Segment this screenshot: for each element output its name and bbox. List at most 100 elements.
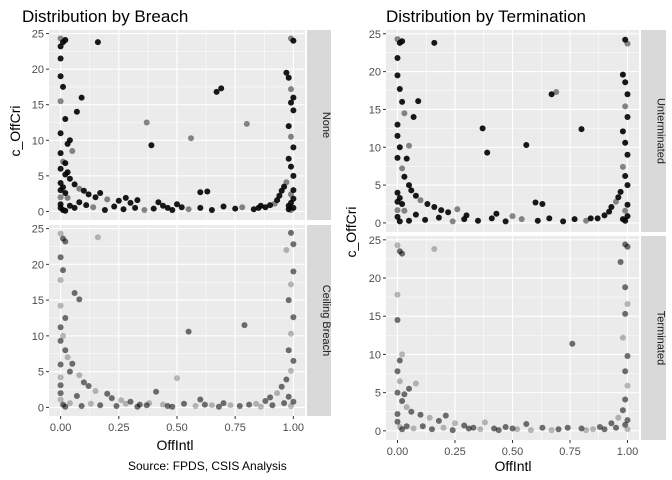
facet-strip-label: Ceiling Breach bbox=[320, 285, 332, 357]
facet-strip-label: Unterminated bbox=[655, 98, 667, 164]
data-point bbox=[71, 181, 78, 188]
data-point bbox=[262, 398, 269, 404]
data-point bbox=[283, 247, 290, 253]
data-point bbox=[424, 201, 431, 207]
data-point bbox=[62, 238, 69, 245]
data-point bbox=[399, 165, 406, 172]
data-point bbox=[104, 390, 111, 397]
x-tick-label: 0.75 bbox=[224, 422, 245, 434]
data-point bbox=[622, 36, 629, 43]
data-point bbox=[178, 204, 185, 211]
data-point bbox=[76, 296, 83, 303]
data-point bbox=[78, 94, 85, 101]
data-point bbox=[484, 149, 491, 156]
y-tick-label: 20 bbox=[369, 67, 381, 79]
data-point bbox=[601, 212, 608, 219]
data-point bbox=[143, 402, 150, 409]
y-tick-label: 20 bbox=[32, 64, 44, 76]
data-point bbox=[87, 400, 94, 407]
data-point bbox=[442, 412, 449, 419]
data-point bbox=[197, 396, 204, 403]
data-point bbox=[546, 215, 553, 222]
breach-y-axis-title: c_OffCri bbox=[7, 105, 23, 156]
data-point bbox=[285, 347, 292, 354]
x-tick-label: 0.25 bbox=[108, 422, 129, 434]
data-point bbox=[94, 39, 101, 46]
data-point bbox=[60, 83, 66, 90]
data-point bbox=[122, 194, 129, 201]
data-point bbox=[394, 368, 401, 375]
data-point bbox=[80, 187, 87, 194]
data-point bbox=[132, 204, 139, 211]
data-point bbox=[408, 408, 415, 415]
data-point bbox=[111, 203, 118, 210]
data-point bbox=[241, 322, 248, 329]
data-point bbox=[583, 217, 590, 224]
data-point bbox=[410, 114, 417, 120]
data-point bbox=[76, 372, 83, 379]
data-point bbox=[57, 194, 64, 201]
data-point bbox=[160, 401, 166, 408]
data-point bbox=[417, 197, 424, 204]
data-point bbox=[619, 71, 626, 78]
data-point bbox=[288, 281, 294, 288]
data-point bbox=[208, 402, 215, 409]
data-point bbox=[66, 400, 73, 407]
data-point bbox=[548, 427, 555, 434]
data-point bbox=[104, 196, 111, 203]
x-tick-label: 1.00 bbox=[283, 422, 304, 434]
x-tick-label: 0.25 bbox=[444, 446, 465, 458]
breach-chart-title: Distribution by Breach bbox=[22, 7, 188, 26]
data-point bbox=[283, 376, 290, 383]
y-tick-label: 25 bbox=[369, 29, 381, 41]
data-point bbox=[143, 119, 150, 126]
data-point bbox=[120, 206, 127, 213]
data-point bbox=[204, 188, 211, 195]
data-point bbox=[419, 423, 426, 430]
data-point bbox=[617, 259, 624, 265]
data-point bbox=[399, 201, 406, 207]
breach-x-axis-title: OffIntl bbox=[156, 437, 193, 453]
data-point bbox=[257, 403, 264, 410]
data-point bbox=[113, 403, 120, 409]
data-point bbox=[491, 425, 498, 432]
data-point bbox=[78, 403, 85, 409]
data-point bbox=[461, 422, 468, 429]
data-point bbox=[403, 423, 410, 430]
data-point bbox=[92, 388, 99, 394]
data-point bbox=[394, 389, 401, 396]
data-point bbox=[399, 426, 406, 433]
data-point bbox=[396, 144, 403, 151]
y-tick-label: 0 bbox=[38, 402, 44, 414]
scatter-points bbox=[57, 229, 297, 410]
data-point bbox=[509, 425, 516, 432]
data-point bbox=[285, 297, 292, 304]
data-point bbox=[197, 189, 204, 196]
data-point bbox=[181, 400, 187, 407]
data-point bbox=[57, 324, 64, 331]
data-point bbox=[218, 85, 225, 92]
data-point bbox=[62, 315, 69, 321]
data-point bbox=[290, 241, 297, 248]
data-point bbox=[66, 202, 73, 209]
y-tick-label: 5 bbox=[375, 180, 381, 192]
data-point bbox=[148, 142, 155, 149]
data-point bbox=[624, 426, 631, 433]
data-point bbox=[57, 390, 64, 397]
data-point bbox=[431, 246, 438, 252]
data-point bbox=[624, 114, 631, 120]
data-point bbox=[262, 204, 269, 211]
data-point bbox=[174, 375, 180, 382]
data-point bbox=[215, 403, 222, 410]
data-point bbox=[622, 284, 629, 291]
data-point bbox=[406, 385, 412, 392]
data-point bbox=[622, 207, 629, 214]
data-point bbox=[185, 206, 192, 213]
data-point bbox=[539, 424, 546, 431]
data-point bbox=[66, 137, 73, 144]
data-point bbox=[57, 98, 64, 105]
data-point bbox=[250, 206, 257, 213]
data-point bbox=[619, 163, 626, 170]
data-point bbox=[539, 201, 546, 207]
